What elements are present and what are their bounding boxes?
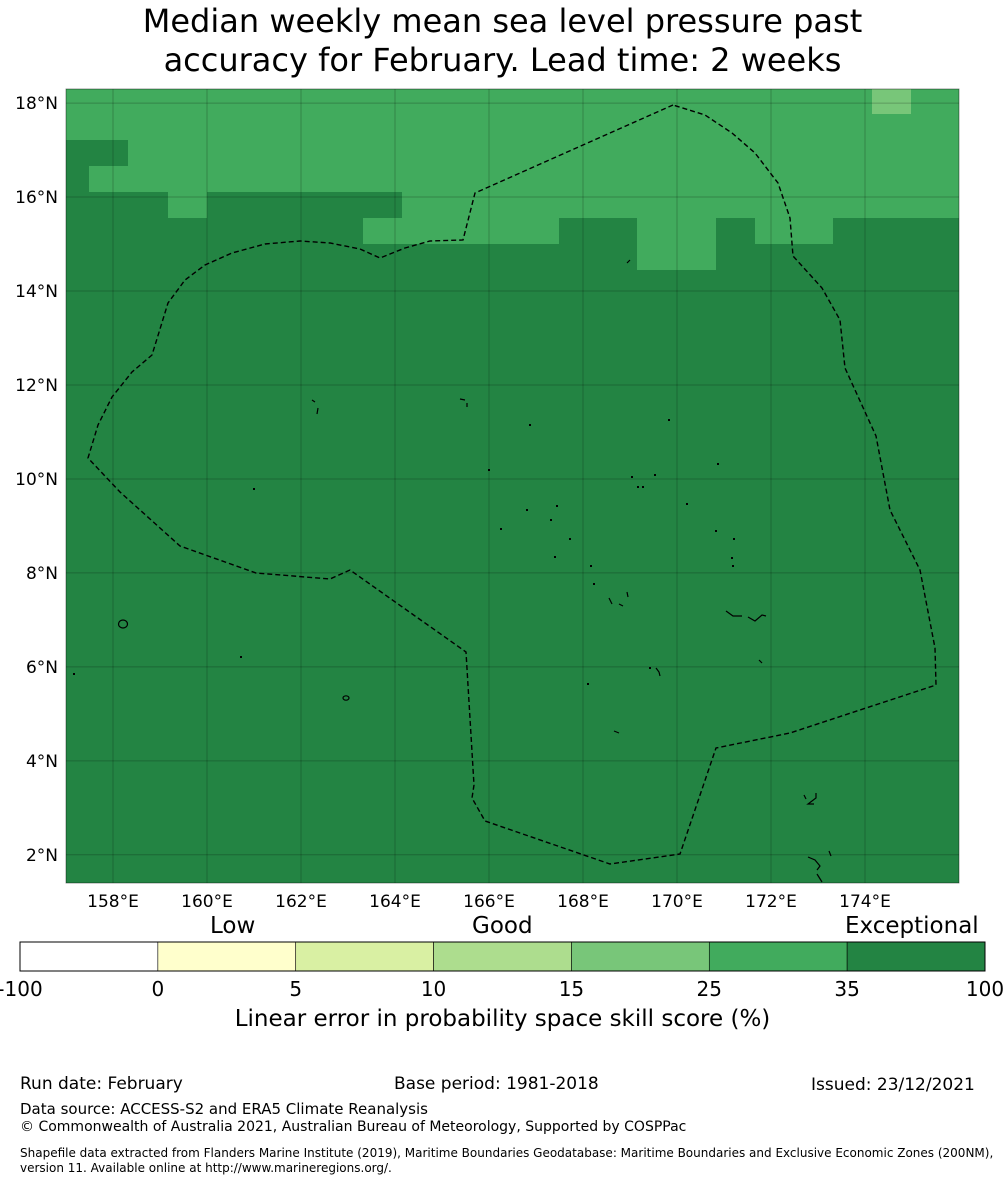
colorbar-segment — [433, 941, 572, 972]
lon-label: 170°E — [651, 892, 703, 912]
colorbar-segment — [571, 941, 710, 972]
islet-dots — [73, 419, 735, 685]
island-pohnpei — [117, 619, 129, 629]
colorbar-segments — [19, 941, 986, 972]
island-namu — [655, 667, 661, 677]
category-label-low: Low — [210, 913, 256, 939]
shapefile-credit: Shapefile data extracted from Flanders M… — [20, 1146, 994, 1175]
lat-label: 8°N — [26, 564, 58, 584]
chart-title: Median weekly mean sea level pressure pa… — [0, 2, 1005, 80]
lon-label: 164°E — [369, 892, 421, 912]
lat-label: 14°N — [15, 282, 58, 302]
copyright: © Commonwealth of Australia 2021, Austra… — [20, 1119, 687, 1135]
skill-band-15-25-cell — [872, 89, 911, 114]
lon-label: 166°E — [463, 892, 515, 912]
colorbar-title: Linear error in probability space skill … — [234, 1006, 771, 1032]
lat-label: 12°N — [15, 376, 58, 396]
category-label-good: Good — [472, 913, 533, 939]
colorbar-tick-label: 5 — [289, 977, 303, 1001]
island-jaluit — [816, 873, 823, 883]
lon-label: 162°E — [275, 892, 327, 912]
island-kosrae-area — [342, 695, 350, 701]
lat-label: 18°N — [15, 94, 58, 114]
colorbar-tick-label: 25 — [696, 977, 723, 1001]
longitude-labels: 158°E 160°E 162°E 164°E 166°E 168°E 170°E 172°E… — [87, 892, 891, 912]
island-mili — [803, 793, 817, 805]
lon-label: 160°E — [181, 892, 233, 912]
island-enewetak-area — [311, 399, 319, 415]
title-line-2: accuracy for February. Lead time: 2 week… — [163, 41, 842, 79]
lon-label: 172°E — [745, 892, 797, 912]
lon-label: 158°E — [87, 892, 139, 912]
lat-label: 4°N — [26, 752, 58, 772]
skill-band-25-35-region — [66, 89, 959, 270]
map-frame — [65, 88, 960, 884]
issued-date: Issued: 23/12/2021 — [811, 1075, 975, 1095]
lon-label: 168°E — [557, 892, 609, 912]
island-namorik — [613, 730, 620, 734]
colorbar-segment — [846, 941, 986, 972]
title-line-1: Median weekly mean sea level pressure pa… — [142, 2, 863, 40]
run-date: Run date: February — [20, 1074, 183, 1094]
lat-label: 2°N — [26, 846, 58, 866]
island-arno — [758, 659, 763, 664]
colorbar-tick-label: 35 — [834, 977, 860, 1001]
eez-boundary — [87, 104, 937, 865]
colorbar-segment — [295, 941, 434, 972]
colorbar-tick-label: 0 — [151, 977, 165, 1001]
island-kwajalein — [725, 610, 767, 622]
island-ujae — [459, 398, 468, 407]
colorbar-tick-label: 10 — [420, 977, 447, 1001]
base-period: Base period: 1981-2018 — [394, 1074, 599, 1094]
lon-label: 174°E — [839, 892, 891, 912]
island-outlines — [117, 259, 832, 883]
colorbar-segment — [19, 941, 159, 972]
island-majuro — [807, 850, 832, 871]
map-gridlines — [66, 89, 959, 883]
lat-label: 10°N — [15, 470, 58, 490]
lat-label: 6°N — [26, 658, 58, 678]
map-layer — [66, 89, 959, 883]
island-ailinglaplap — [608, 591, 629, 607]
category-label-exceptional: Exceptional — [845, 913, 979, 939]
colorbar-frame — [19, 941, 986, 972]
island-wake — [626, 259, 631, 264]
latitude-labels: 18°N 16°N 14°N 12°N 10°N 8°N 6°N 4°N 2°N — [15, 94, 58, 866]
colorbar-tick-label: 15 — [558, 977, 585, 1001]
colorbar-segment — [157, 941, 297, 972]
colorbar-segment — [708, 941, 848, 972]
data-source: Data source: ACCESS-S2 and ERA5 Climate … — [20, 1100, 428, 1118]
colorbar-tick-label: -100 — [0, 977, 43, 1001]
colorbar-tick-label: 100 — [965, 977, 1005, 1001]
lat-label: 16°N — [15, 188, 58, 208]
